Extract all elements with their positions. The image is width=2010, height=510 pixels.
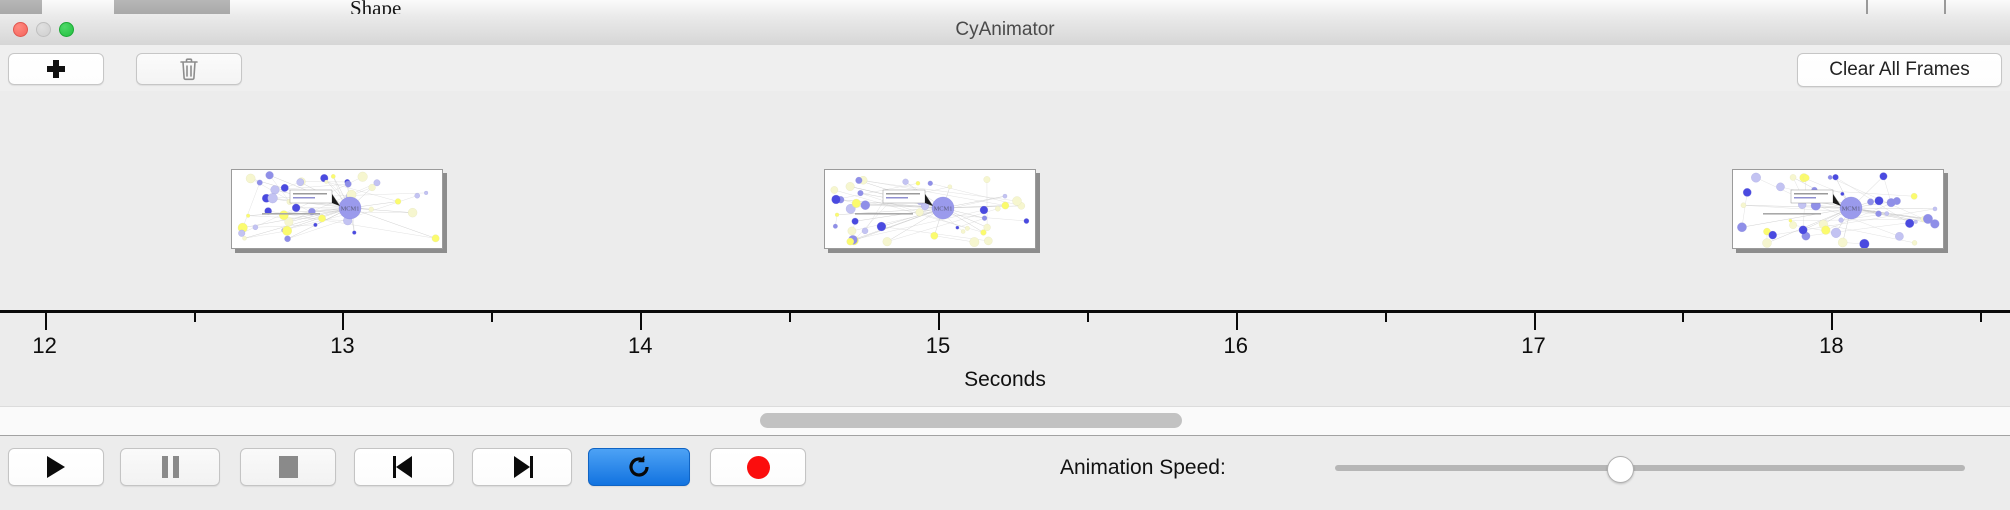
axis-tick-major xyxy=(1831,313,1834,330)
title-bar: CyAnimator xyxy=(0,14,2010,46)
background-window-strip: Shape xyxy=(0,0,2010,14)
axis-tick-major xyxy=(938,313,940,330)
transport-bar: Animation Speed: xyxy=(0,436,2010,510)
zoom-button[interactable] xyxy=(59,22,74,37)
skip-next-icon xyxy=(511,456,533,478)
axis-tick-label: 14 xyxy=(627,333,653,358)
play-button[interactable] xyxy=(8,448,104,486)
next-frame-button[interactable] xyxy=(472,448,572,486)
animation-speed-thumb[interactable] xyxy=(1606,456,1634,483)
traffic-lights xyxy=(13,22,74,37)
skip-previous-icon xyxy=(393,456,415,478)
timeline-panel[interactable]: MCM1 MCM1 MCM1 12 13 14 15 16 17 18 Seconds xyxy=(0,91,2010,406)
axis-tick-minor xyxy=(1980,313,1983,322)
previous-frame-button[interactable] xyxy=(354,448,454,486)
axis-tick-minor xyxy=(193,313,196,322)
axis-tick-minor xyxy=(1384,313,1387,322)
add-frame-button[interactable] xyxy=(8,53,104,85)
axis-tick-label: 16 xyxy=(1223,333,1249,358)
axis-tick-minor xyxy=(789,313,792,322)
axis-tick-minor xyxy=(1682,313,1685,322)
loop-button[interactable] xyxy=(588,448,690,486)
timeline-scrollbar[interactable] xyxy=(0,406,2010,437)
minimize-button[interactable] xyxy=(36,22,51,37)
pause-button[interactable] xyxy=(120,448,220,486)
frame-thumbnail[interactable]: MCM1 xyxy=(1732,169,1945,249)
axis-tick-label: 12 xyxy=(32,333,57,358)
play-icon xyxy=(47,456,65,478)
axis-tick-label: 17 xyxy=(1521,333,1546,358)
frame-thumbnail[interactable]: MCM1 xyxy=(231,169,444,249)
trash-icon xyxy=(180,58,198,81)
record-icon xyxy=(746,455,770,479)
background-window-label: Shape xyxy=(350,0,402,14)
stop-button[interactable] xyxy=(240,448,336,486)
plus-icon xyxy=(47,60,65,78)
network-graph: MCM1 xyxy=(830,176,1030,247)
network-hub-label: MCM1 xyxy=(934,205,953,212)
network-graph: MCM1 xyxy=(1737,172,1940,248)
axis-tick-minor xyxy=(491,313,494,322)
axis-tick-major xyxy=(342,313,345,330)
axis-tick-label: 15 xyxy=(925,333,951,358)
delete-frame-button[interactable] xyxy=(136,53,242,85)
animation-speed-slider[interactable] xyxy=(1335,465,1965,471)
network-graph: MCM1 xyxy=(238,171,440,243)
network-hub-label: MCM1 xyxy=(1842,205,1861,212)
axis-tick-major xyxy=(44,313,47,330)
network-hub-label: MCM1 xyxy=(341,205,360,212)
clear-all-frames-button[interactable]: Clear All Frames xyxy=(1797,53,2002,87)
record-button[interactable] xyxy=(710,448,806,486)
axis-tick-label: 18 xyxy=(1819,333,1844,358)
stop-icon xyxy=(278,456,298,478)
scrollbar-thumb[interactable] xyxy=(759,413,1182,428)
axis-tick-label: 13 xyxy=(330,333,355,358)
axis-tick-minor xyxy=(1086,313,1089,322)
window-title: CyAnimator xyxy=(955,19,1055,40)
axis-tick-major xyxy=(1235,313,1238,330)
pause-icon xyxy=(161,456,179,478)
axis-tick-major xyxy=(1533,313,1536,330)
loop-icon xyxy=(629,455,649,477)
axis-title: Seconds xyxy=(964,368,1046,391)
animation-speed-label: Animation Speed: xyxy=(1060,456,1226,479)
timeline-axis-line xyxy=(0,310,2010,313)
close-button[interactable] xyxy=(13,22,28,37)
frame-thumbnail[interactable]: MCM1 xyxy=(824,169,1037,249)
toolbar: Clear All Frames xyxy=(0,45,2010,93)
clear-all-frames-label: Clear All Frames xyxy=(1829,59,1970,80)
axis-tick-major xyxy=(640,313,643,330)
